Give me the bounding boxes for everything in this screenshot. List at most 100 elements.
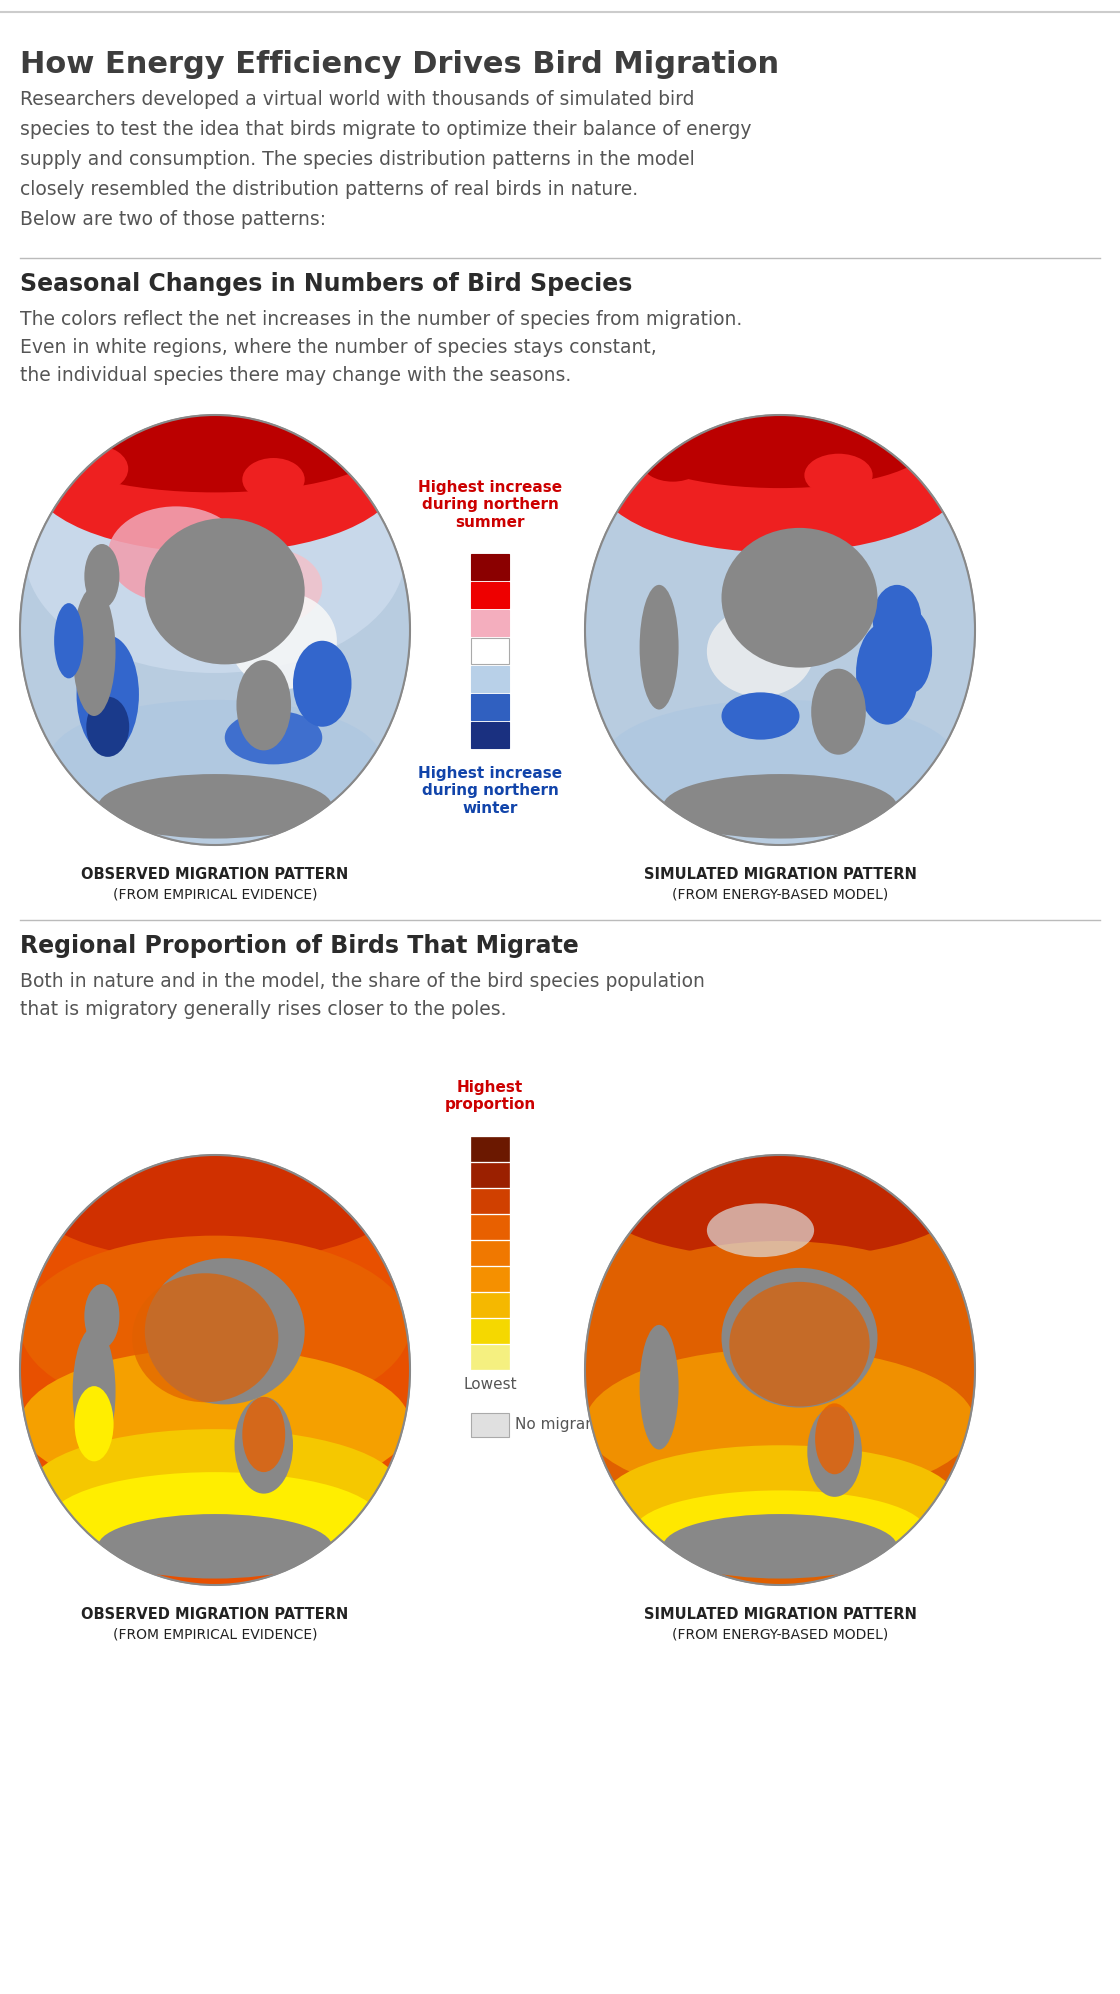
Text: the individual species there may change with the seasons.: the individual species there may change …: [20, 367, 571, 385]
Ellipse shape: [234, 1398, 293, 1494]
Ellipse shape: [30, 397, 400, 552]
Ellipse shape: [663, 774, 897, 839]
Ellipse shape: [585, 1240, 976, 1414]
Ellipse shape: [640, 1324, 679, 1450]
Text: OBSERVED MIGRATION PATTERN: OBSERVED MIGRATION PATTERN: [82, 1607, 348, 1621]
FancyBboxPatch shape: [472, 1188, 508, 1212]
Ellipse shape: [707, 1202, 814, 1256]
Ellipse shape: [86, 696, 129, 758]
Ellipse shape: [242, 1398, 286, 1472]
FancyBboxPatch shape: [472, 1346, 508, 1370]
Ellipse shape: [75, 1386, 113, 1462]
Text: Lowest: Lowest: [464, 1378, 516, 1392]
Ellipse shape: [144, 518, 305, 664]
Ellipse shape: [73, 1326, 115, 1456]
Ellipse shape: [84, 1284, 120, 1348]
FancyBboxPatch shape: [472, 582, 508, 608]
Ellipse shape: [73, 586, 115, 716]
Ellipse shape: [634, 407, 926, 489]
Ellipse shape: [634, 1490, 926, 1571]
FancyBboxPatch shape: [472, 1318, 508, 1344]
Text: (FROM EMPIRICAL EVIDENCE): (FROM EMPIRICAL EVIDENCE): [113, 1627, 317, 1641]
Ellipse shape: [236, 660, 291, 750]
FancyBboxPatch shape: [472, 1214, 508, 1238]
Ellipse shape: [144, 1258, 305, 1404]
Ellipse shape: [804, 455, 872, 497]
Ellipse shape: [35, 1143, 395, 1262]
Text: supply and consumption. The species distribution patterns in the model: supply and consumption. The species dist…: [20, 150, 694, 169]
Ellipse shape: [663, 1513, 897, 1579]
Ellipse shape: [815, 1404, 855, 1474]
Text: Even in white regions, where the number of species stays constant,: Even in white regions, where the number …: [20, 339, 656, 357]
Text: Regional Proportion of Birds That Migrate: Regional Proportion of Birds That Migrat…: [20, 933, 579, 957]
FancyBboxPatch shape: [472, 1414, 508, 1438]
Ellipse shape: [54, 602, 83, 678]
FancyBboxPatch shape: [472, 554, 508, 580]
FancyBboxPatch shape: [472, 1163, 508, 1186]
Ellipse shape: [893, 610, 932, 692]
Text: How Energy Efficiency Drives Bird Migration: How Energy Efficiency Drives Bird Migrat…: [20, 50, 780, 80]
Ellipse shape: [293, 640, 352, 726]
Ellipse shape: [225, 550, 323, 624]
Ellipse shape: [585, 1155, 976, 1585]
Ellipse shape: [721, 528, 877, 668]
FancyBboxPatch shape: [472, 1292, 508, 1316]
FancyBboxPatch shape: [472, 638, 508, 664]
Ellipse shape: [49, 403, 381, 493]
Ellipse shape: [721, 1268, 877, 1408]
Ellipse shape: [640, 584, 679, 710]
Ellipse shape: [49, 700, 381, 818]
Ellipse shape: [20, 1236, 410, 1418]
Text: OBSERVED MIGRATION PATTERN: OBSERVED MIGRATION PATTERN: [82, 867, 348, 881]
Text: SIMULATED MIGRATION PATTERN: SIMULATED MIGRATION PATTERN: [644, 1607, 916, 1621]
Ellipse shape: [808, 1406, 862, 1497]
Text: (FROM EMPIRICAL EVIDENCE): (FROM EMPIRICAL EVIDENCE): [113, 887, 317, 901]
Text: No migrants: No migrants: [515, 1416, 609, 1432]
Ellipse shape: [585, 1348, 976, 1499]
Ellipse shape: [721, 692, 800, 740]
Ellipse shape: [108, 506, 244, 602]
Text: Highest increase
during northern
summer: Highest increase during northern summer: [418, 481, 562, 530]
Ellipse shape: [585, 415, 976, 845]
Ellipse shape: [599, 1147, 960, 1258]
Text: (FROM ENERGY-BASED MODEL): (FROM ENERGY-BASED MODEL): [672, 887, 888, 901]
Ellipse shape: [642, 443, 704, 483]
Ellipse shape: [25, 437, 405, 674]
Text: SIMULATED MIGRATION PATTERN: SIMULATED MIGRATION PATTERN: [644, 867, 916, 881]
Ellipse shape: [20, 1155, 410, 1585]
Ellipse shape: [585, 1155, 976, 1585]
Ellipse shape: [132, 1274, 279, 1402]
Text: Researchers developed a virtual world with thousands of simulated bird: Researchers developed a virtual world wi…: [20, 90, 694, 110]
Text: Both in nature and in the model, the share of the bird species population: Both in nature and in the model, the sha…: [20, 971, 704, 991]
Ellipse shape: [99, 774, 332, 839]
Text: that is migratory generally rises closer to the poles.: that is migratory generally rises closer…: [20, 1001, 506, 1019]
Ellipse shape: [49, 1472, 381, 1569]
Ellipse shape: [225, 710, 323, 764]
Text: Seasonal Changes in Numbers of Bird Species: Seasonal Changes in Numbers of Bird Spec…: [20, 271, 633, 295]
FancyBboxPatch shape: [472, 1240, 508, 1264]
Ellipse shape: [707, 606, 814, 696]
FancyBboxPatch shape: [472, 666, 508, 692]
FancyBboxPatch shape: [472, 1137, 508, 1161]
Ellipse shape: [595, 397, 965, 552]
Ellipse shape: [30, 1430, 400, 1547]
Ellipse shape: [20, 415, 410, 845]
Text: closely resembled the distribution patterns of real birds in nature.: closely resembled the distribution patte…: [20, 179, 638, 199]
FancyBboxPatch shape: [472, 610, 508, 636]
Ellipse shape: [20, 1348, 410, 1499]
Ellipse shape: [76, 636, 139, 754]
Text: Below are two of those patterns:: Below are two of those patterns:: [20, 209, 326, 229]
Ellipse shape: [811, 668, 866, 754]
Ellipse shape: [20, 1155, 410, 1585]
Ellipse shape: [605, 700, 955, 818]
FancyBboxPatch shape: [472, 1266, 508, 1290]
Text: (FROM ENERGY-BASED MODEL): (FROM ENERGY-BASED MODEL): [672, 1627, 888, 1641]
Ellipse shape: [242, 459, 305, 500]
Ellipse shape: [585, 415, 976, 845]
Text: species to test the idea that birds migrate to optimize their balance of energy: species to test the idea that birds migr…: [20, 120, 752, 140]
Ellipse shape: [856, 622, 918, 724]
Ellipse shape: [872, 584, 922, 654]
Ellipse shape: [729, 1282, 870, 1406]
Ellipse shape: [20, 415, 410, 845]
Text: The colors reflect the net increases in the number of species from migration.: The colors reflect the net increases in …: [20, 309, 743, 329]
